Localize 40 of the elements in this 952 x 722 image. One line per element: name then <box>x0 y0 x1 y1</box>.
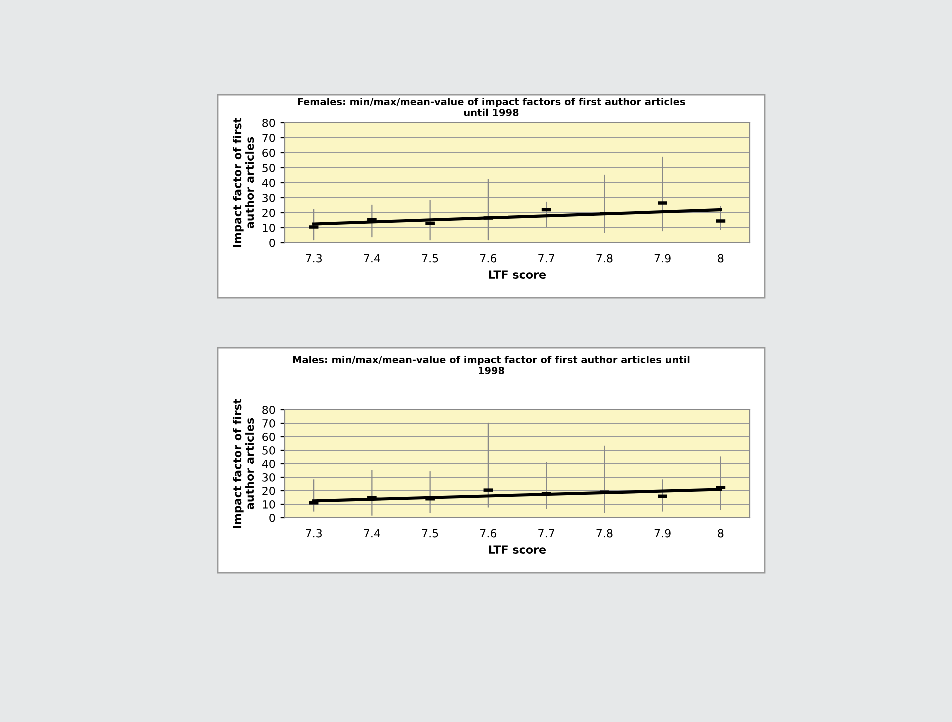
x-tick-label: 7.9 <box>654 529 671 538</box>
x-tick-label: 7.3 <box>306 529 322 538</box>
y-tick-label: 80 <box>262 118 276 128</box>
y-tick-label: 10 <box>263 500 276 509</box>
x-tick-label: 7.7 <box>538 529 554 538</box>
x-tick-label: 7.3 <box>306 254 322 263</box>
x-tick-label: 7.5 <box>422 254 438 263</box>
y-axis-title: Impact factor of first author articles <box>233 398 254 528</box>
y-axis-title: Impact factor of first author articles <box>233 118 254 248</box>
y-tick-label: 10 <box>263 224 276 232</box>
y-tick-label: 20 <box>262 486 276 496</box>
x-tick-label: 7.8 <box>596 529 613 538</box>
y-tick-label: 50 <box>262 164 276 172</box>
y-tick-label: 70 <box>262 134 276 142</box>
y-tick-label: 40 <box>262 178 276 188</box>
x-tick-label: 7.9 <box>654 254 671 263</box>
y-tick-label: 30 <box>262 194 276 202</box>
chart-title: Females: min/max/mean-value of impact factors of first author articles until 1998 <box>298 98 686 116</box>
y-tick-label: 0 <box>270 514 276 522</box>
y-tick-label: 70 <box>262 419 276 428</box>
y-tick-label: 20 <box>262 208 276 218</box>
y-tick-label: 0 <box>270 238 276 248</box>
x-tick-label: 7.8 <box>596 254 613 263</box>
chart-title: Males: min/max/mean-value of impact factor of first author articles until 1998 <box>293 356 690 374</box>
y-tick-label: 60 <box>262 432 276 442</box>
x-tick-label: 7.6 <box>480 254 497 263</box>
y-tick-label: 30 <box>262 473 276 482</box>
x-tick-label: 8 <box>718 254 724 263</box>
x-tick-label: 7.5 <box>422 529 438 538</box>
x-tick-label: 7.4 <box>364 529 380 538</box>
x-tick-label: 7.4 <box>364 254 380 263</box>
x-tick-label: 7.6 <box>480 529 497 538</box>
x-axis-title: LTF score <box>489 546 546 554</box>
y-tick-label: 40 <box>262 460 276 468</box>
y-tick-label: 60 <box>262 148 276 158</box>
x-axis-title: LTF score <box>489 270 546 280</box>
x-tick-label: 7.7 <box>538 254 554 263</box>
x-tick-label: 8 <box>718 529 724 538</box>
y-tick-label: 50 <box>262 446 276 455</box>
y-tick-label: 80 <box>262 406 276 414</box>
